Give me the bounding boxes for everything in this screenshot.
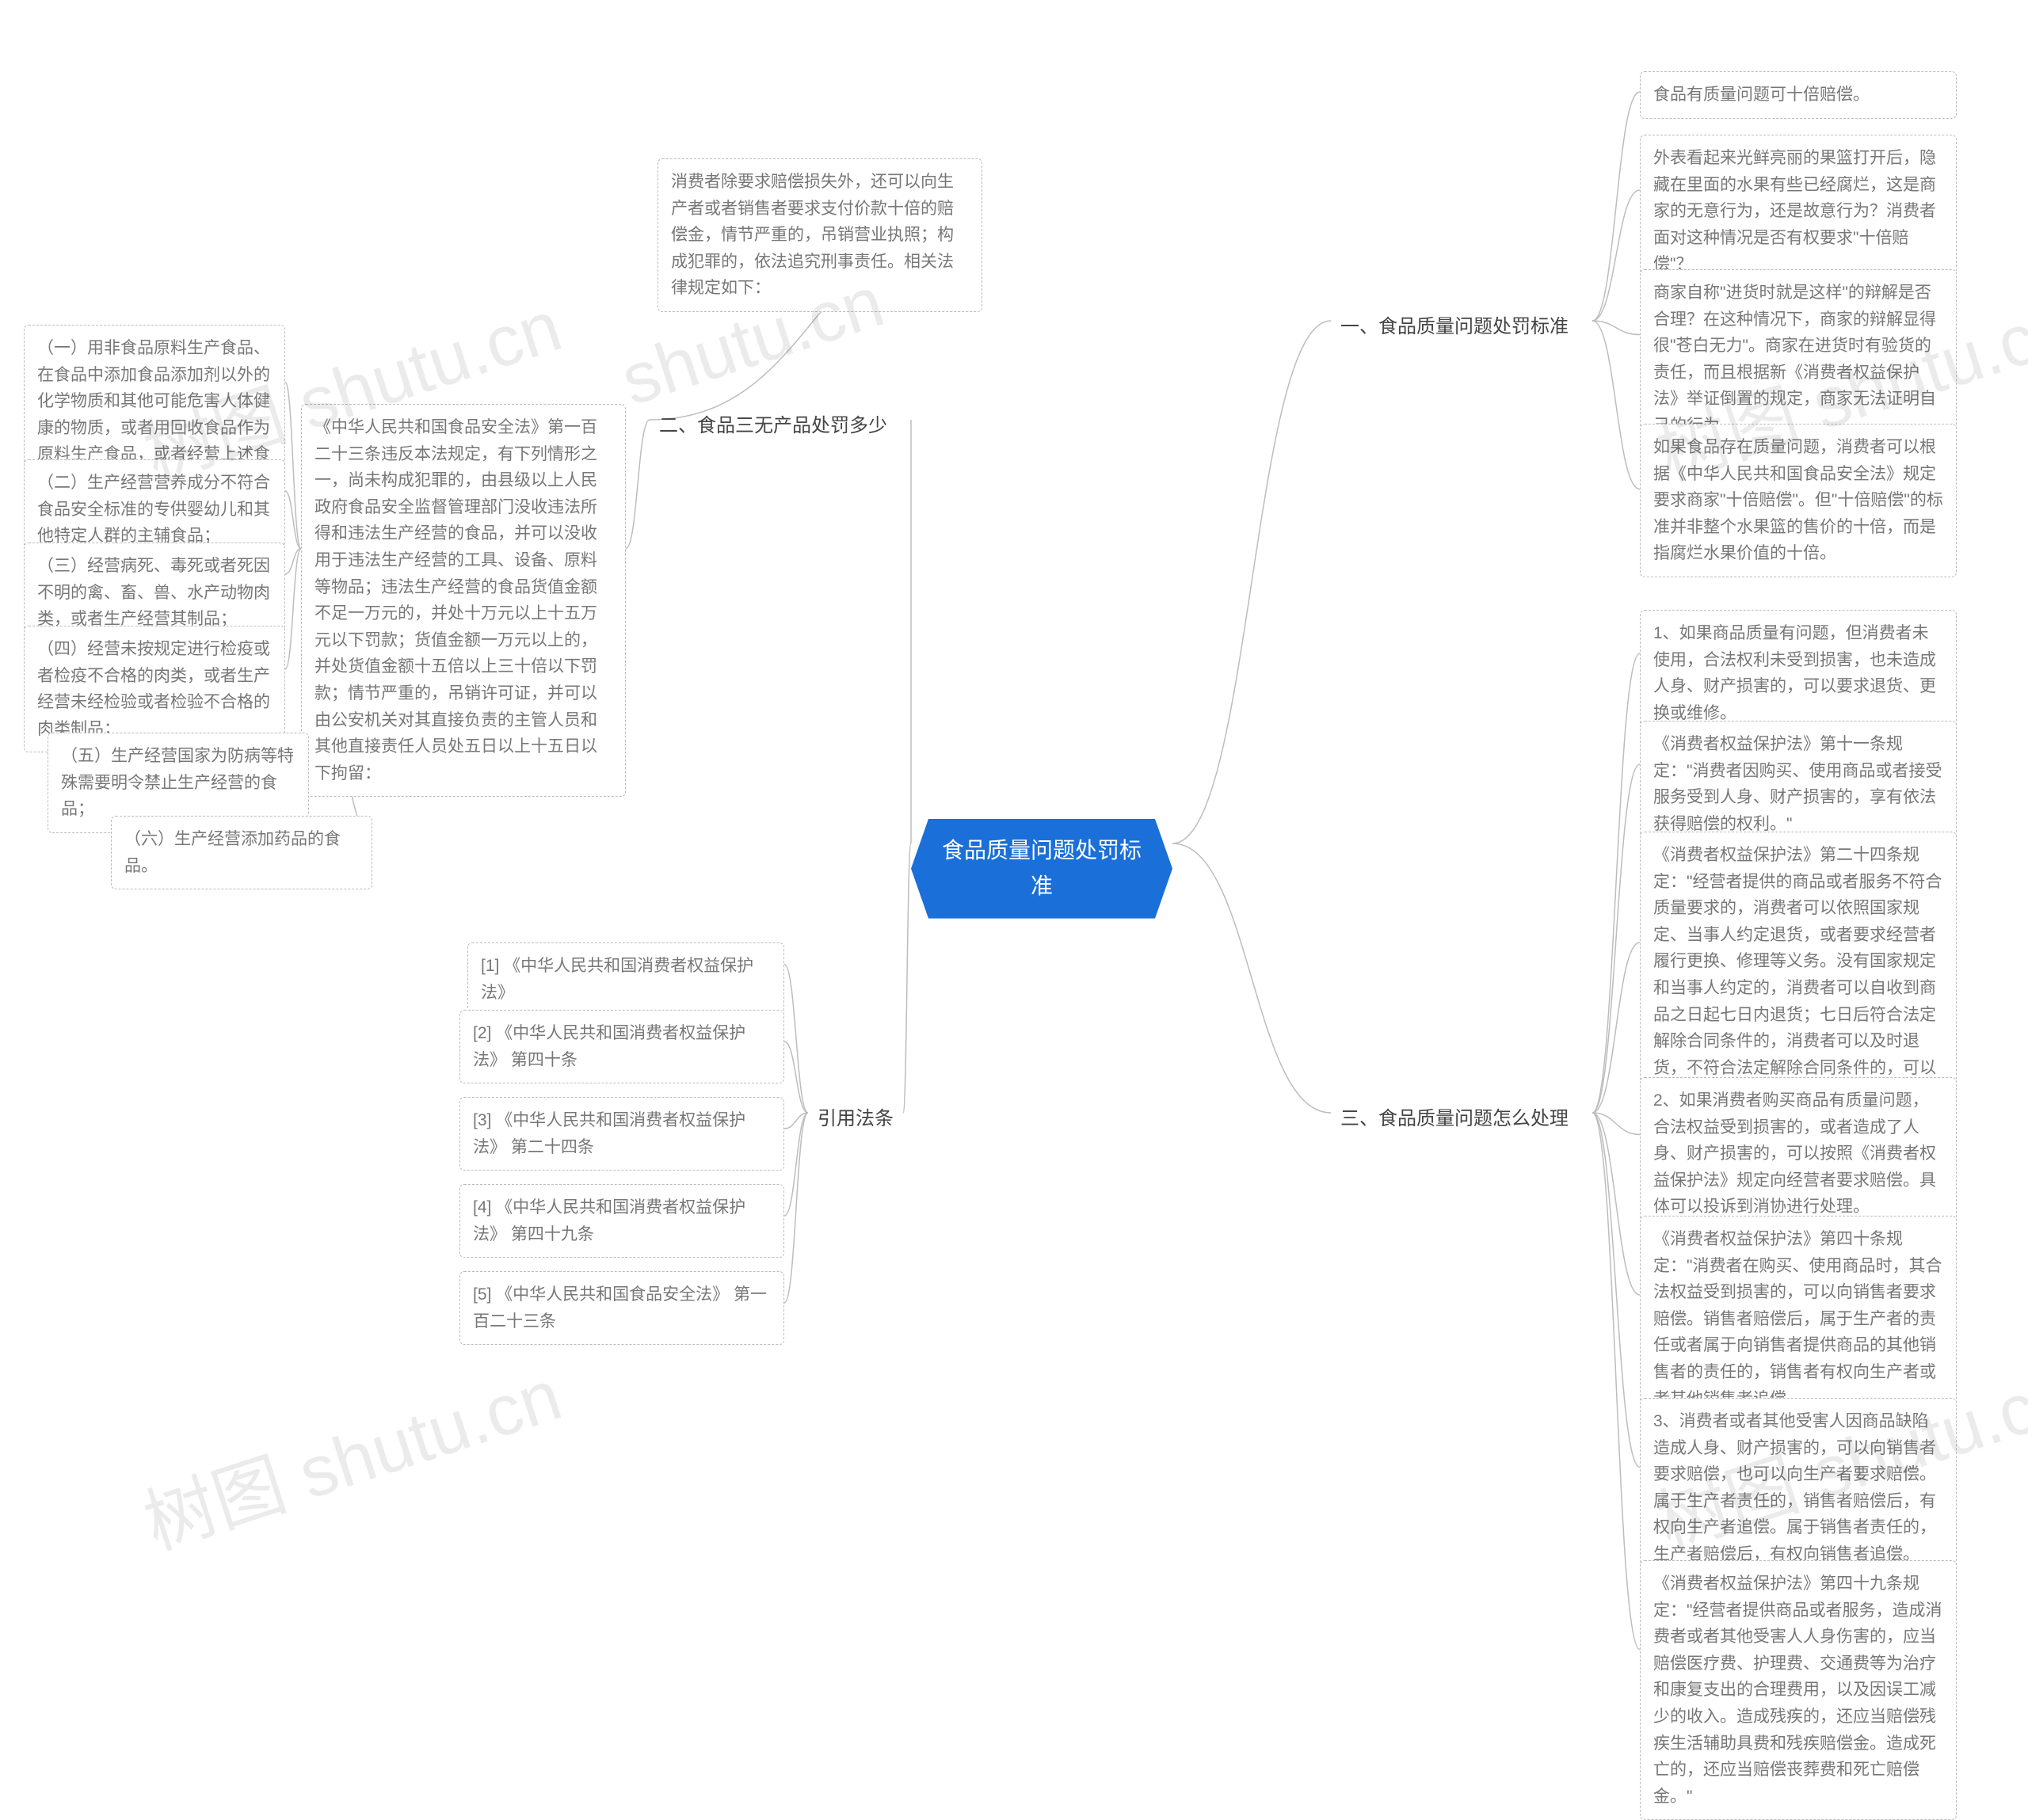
branch-b1: 一、食品质量问题处罚标准 xyxy=(1331,301,1592,353)
leaf-23: [5] 《中华人民共和国食品安全法》 第一百二十三条 xyxy=(459,1271,784,1345)
leaf-5: 《消费者权益保护法》第十一条规定："消费者因购买、使用商品或者接受服务受到人身、… xyxy=(1640,721,1957,847)
watermark: 树图 shutu.cn xyxy=(129,1338,572,1569)
leaf-12: 《中华人民共和国食品安全法》第一百二十三条违反本法规定，有下列情形之一，尚未构成… xyxy=(301,404,626,797)
leaf-8: 《消费者权益保护法》第四十条规定："消费者在购买、使用商品时，其合法权益受到损害… xyxy=(1640,1216,1957,1422)
leaf-9: 3、消费者或者其他受害人因商品缺陷造成人身、财产损害的，可以向销售者要求赔偿，也… xyxy=(1640,1398,1957,1578)
mindmap-canvas: 食品质量问题处罚标准 一、食品质量问题处罚标准三、食品质量问题怎么处理 二、食品三无… xyxy=(0,0,2028,1730)
leaf-0: 食品有质量问题可十倍赔偿。 xyxy=(1640,71,1957,119)
branch-b4: 引用法条 xyxy=(808,1093,903,1145)
leaf-20: [2] 《中华人民共和国消费者权益保护法》 第四十条 xyxy=(459,1010,784,1083)
root-node: 食品质量问题处罚标准 xyxy=(911,819,1172,919)
leaf-19: [1] 《中华人民共和国消费者权益保护法》 xyxy=(467,942,784,1016)
leaf-6: 《消费者权益保护法》第二十四条规定："经营者提供的商品或者服务不符合质量要求的，… xyxy=(1640,832,1957,1118)
leaf-1: 外表看起来光鲜亮丽的果篮打开后，隐藏在里面的水果有些已经腐烂，这是商家的无意行为… xyxy=(1640,135,1957,288)
branch-b3: 三、食品质量问题怎么处理 xyxy=(1331,1093,1592,1145)
leaf-3: 如果食品存在质量问题，消费者可以根据《中华人民共和国食品安全法》规定要求商家"十… xyxy=(1640,424,1957,577)
leaf-18: （六）生产经营添加药品的食品。 xyxy=(111,816,372,889)
leaf-2: 商家自称"进货时就是这样"的辩解是否合理？在这种情况下，商家的辩解显得很"苍白无… xyxy=(1640,269,1957,450)
leaf-11: 消费者除要求赔偿损失外，还可以向生产者或者销售者要求支付价款十倍的赔偿金，情节严… xyxy=(658,158,982,312)
leaf-10: 《消费者权益保护法》第四十九条规定："经营者提供商品或者服务，造成消费者或者其他… xyxy=(1640,1560,1957,1820)
leaf-4: 1、如果商品质量有问题，但消费者未使用，合法权利未受到损害，也未造成人身、财产损… xyxy=(1640,610,1957,737)
leaf-22: [4] 《中华人民共和国消费者权益保护法》 第四十九条 xyxy=(459,1184,784,1258)
branch-b2: 二、食品三无产品处罚多少 xyxy=(650,400,911,452)
leaf-7: 2、如果消费者购买商品有质量问题，合法权益受到损害的，或者造成了人身、财产损害的… xyxy=(1640,1077,1957,1231)
leaf-21: [3] 《中华人民共和国消费者权益保护法》 第二十四条 xyxy=(459,1097,784,1171)
